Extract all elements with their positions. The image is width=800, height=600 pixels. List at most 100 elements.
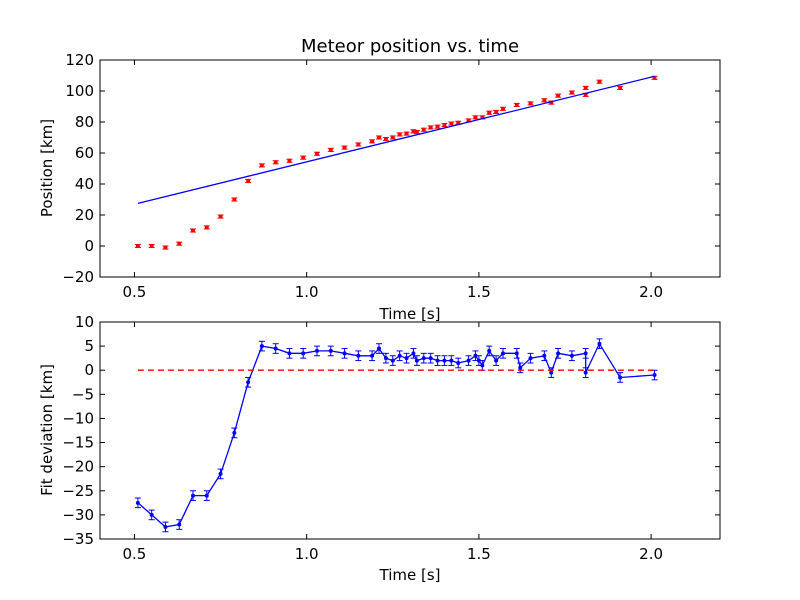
position-series-0-point xyxy=(204,225,209,230)
position-series-0-point xyxy=(414,130,419,135)
deviation-series-0-point xyxy=(480,363,485,368)
position-series-0-point xyxy=(501,106,505,111)
deviation-series-0-point xyxy=(421,356,426,361)
deviation-y-tick-label: −30 xyxy=(62,506,94,524)
position-series-0-point xyxy=(177,241,182,246)
deviation-series-0-point xyxy=(246,380,251,385)
position-chart-title: Meteor position vs. time xyxy=(301,36,519,57)
deviation-series-0-point xyxy=(501,351,505,356)
position-chart: Meteor position vs. time 0.5 1.0 1.5 2.0 −20… xyxy=(38,36,721,323)
deviation-series-0-point xyxy=(397,353,402,358)
position-series-0-point xyxy=(583,85,588,90)
deviation-x-tick-label: 1.0 xyxy=(295,545,319,563)
deviation-series-0-point xyxy=(583,370,588,375)
position-series-0-point xyxy=(514,102,519,107)
position-series-0-point xyxy=(287,158,292,163)
deviation-series-0-point xyxy=(259,344,264,349)
deviation-series-0-point xyxy=(569,353,574,358)
position-series-0-point xyxy=(411,129,416,134)
deviation-series-0-point xyxy=(583,351,588,356)
position-series-0-point xyxy=(356,142,361,147)
deviation-series-0-point xyxy=(377,346,381,351)
deviation-y-tick-label: −20 xyxy=(62,458,94,476)
deviation-series-0-point xyxy=(204,493,209,498)
deviation-series-0-point xyxy=(287,351,292,356)
position-series-0-point xyxy=(435,124,440,129)
position-x-tick-label: 1.5 xyxy=(467,283,491,301)
position-x-axis-label: Time [s] xyxy=(379,305,441,323)
deviation-axes-frame xyxy=(99,321,721,540)
deviation-series-0-point xyxy=(370,353,375,358)
position-series-0-point xyxy=(232,197,237,202)
deviation-series-0-point xyxy=(232,430,237,435)
position-series-0-point xyxy=(342,145,347,150)
deviation-y-tick-label: −5 xyxy=(72,385,94,403)
position-series-0-point xyxy=(301,155,306,160)
deviation-series-0-point xyxy=(556,351,561,356)
deviation-series-0-point xyxy=(456,360,461,365)
deviation-series-0-point xyxy=(466,358,471,363)
position-y-tick-label: 80 xyxy=(75,113,94,131)
deviation-y-tick-label: −25 xyxy=(62,482,94,500)
position-y-tick-label: 60 xyxy=(75,144,94,162)
position-series-0-point xyxy=(259,163,264,168)
deviation-series-0-point xyxy=(411,351,416,356)
position-series-0-point xyxy=(494,109,499,114)
position-series-0-point xyxy=(315,151,319,156)
position-series-0-point xyxy=(542,98,547,103)
position-series-0-point xyxy=(487,110,492,115)
deviation-series-0-point xyxy=(473,353,478,358)
position-series-0-point xyxy=(328,147,333,152)
position-series-0-point xyxy=(597,79,602,84)
deviation-y-tick-label: 5 xyxy=(84,337,94,355)
position-x-tick-label: 0.5 xyxy=(123,283,147,301)
deviation-series-0-point xyxy=(404,356,409,361)
deviation-series-0-point xyxy=(597,341,602,346)
deviation-series-0-point xyxy=(428,356,433,361)
position-series-0-point xyxy=(428,125,433,130)
deviation-series-0-point xyxy=(652,373,657,378)
deviation-series-0-point xyxy=(542,353,547,358)
position-series-0-point xyxy=(377,135,381,140)
deviation-series-0-point xyxy=(518,365,523,370)
position-series-0-point xyxy=(421,127,426,132)
position-series-0-point xyxy=(383,137,388,142)
deviation-chart: 0.5 1.0 1.5 2.0 −35 −30 −25 −20 −15 −10 −5 0 5 10 Tim… xyxy=(38,313,721,584)
deviation-series-0-point xyxy=(163,524,168,529)
position-series-0-point xyxy=(191,228,195,233)
position-series-0-point xyxy=(149,244,154,248)
position-y-tick-label: 20 xyxy=(75,206,94,224)
position-series-0-point xyxy=(390,135,395,140)
deviation-x-tick-label: 0.5 xyxy=(123,545,147,563)
position-series-0-point xyxy=(404,131,409,136)
deviation-series-0-point xyxy=(149,512,154,517)
position-plot-area: 0.5 1.0 1.5 2.0 −20 0 20 40 60 80 100 120 xyxy=(62,51,721,301)
deviation-series-0-point xyxy=(442,358,447,363)
deviation-series-0-point xyxy=(528,356,533,361)
deviation-x-axis-label: Time [s] xyxy=(379,566,441,584)
position-series-0-point xyxy=(370,139,375,144)
deviation-series-0-point xyxy=(191,493,195,498)
deviation-plot-area: 0.5 1.0 1.5 2.0 −35 −30 −25 −20 −15 −10 −5 0 5 10 xyxy=(62,313,721,563)
position-y-tick-label: 100 xyxy=(65,82,94,100)
deviation-series-0-point xyxy=(435,358,440,363)
position-series-0-point xyxy=(135,244,140,248)
deviation-series-0-point xyxy=(177,522,182,527)
position-y-axis-label: Position [km] xyxy=(38,119,56,217)
deviation-y-tick-label: −15 xyxy=(62,434,94,452)
position-series-0-point xyxy=(473,115,478,120)
deviation-series-0-line xyxy=(137,342,655,528)
position-y-tick-label: 0 xyxy=(84,237,94,255)
deviation-series-0-point xyxy=(218,471,223,476)
deviation-series-0-point xyxy=(487,348,492,353)
deviation-series-0-point xyxy=(476,358,481,363)
position-y-tick-label: 40 xyxy=(75,175,94,193)
position-series-0-point xyxy=(528,101,533,106)
position-series-0-point xyxy=(246,178,251,183)
deviation-y-axis-label: Fit deviation [km] xyxy=(38,364,56,496)
deviation-x-tick-label: 1.5 xyxy=(467,545,491,563)
deviation-y-tick-label: 0 xyxy=(84,361,94,379)
deviation-series-0-point xyxy=(135,500,140,505)
deviation-x-tick-label: 2.0 xyxy=(639,545,663,563)
